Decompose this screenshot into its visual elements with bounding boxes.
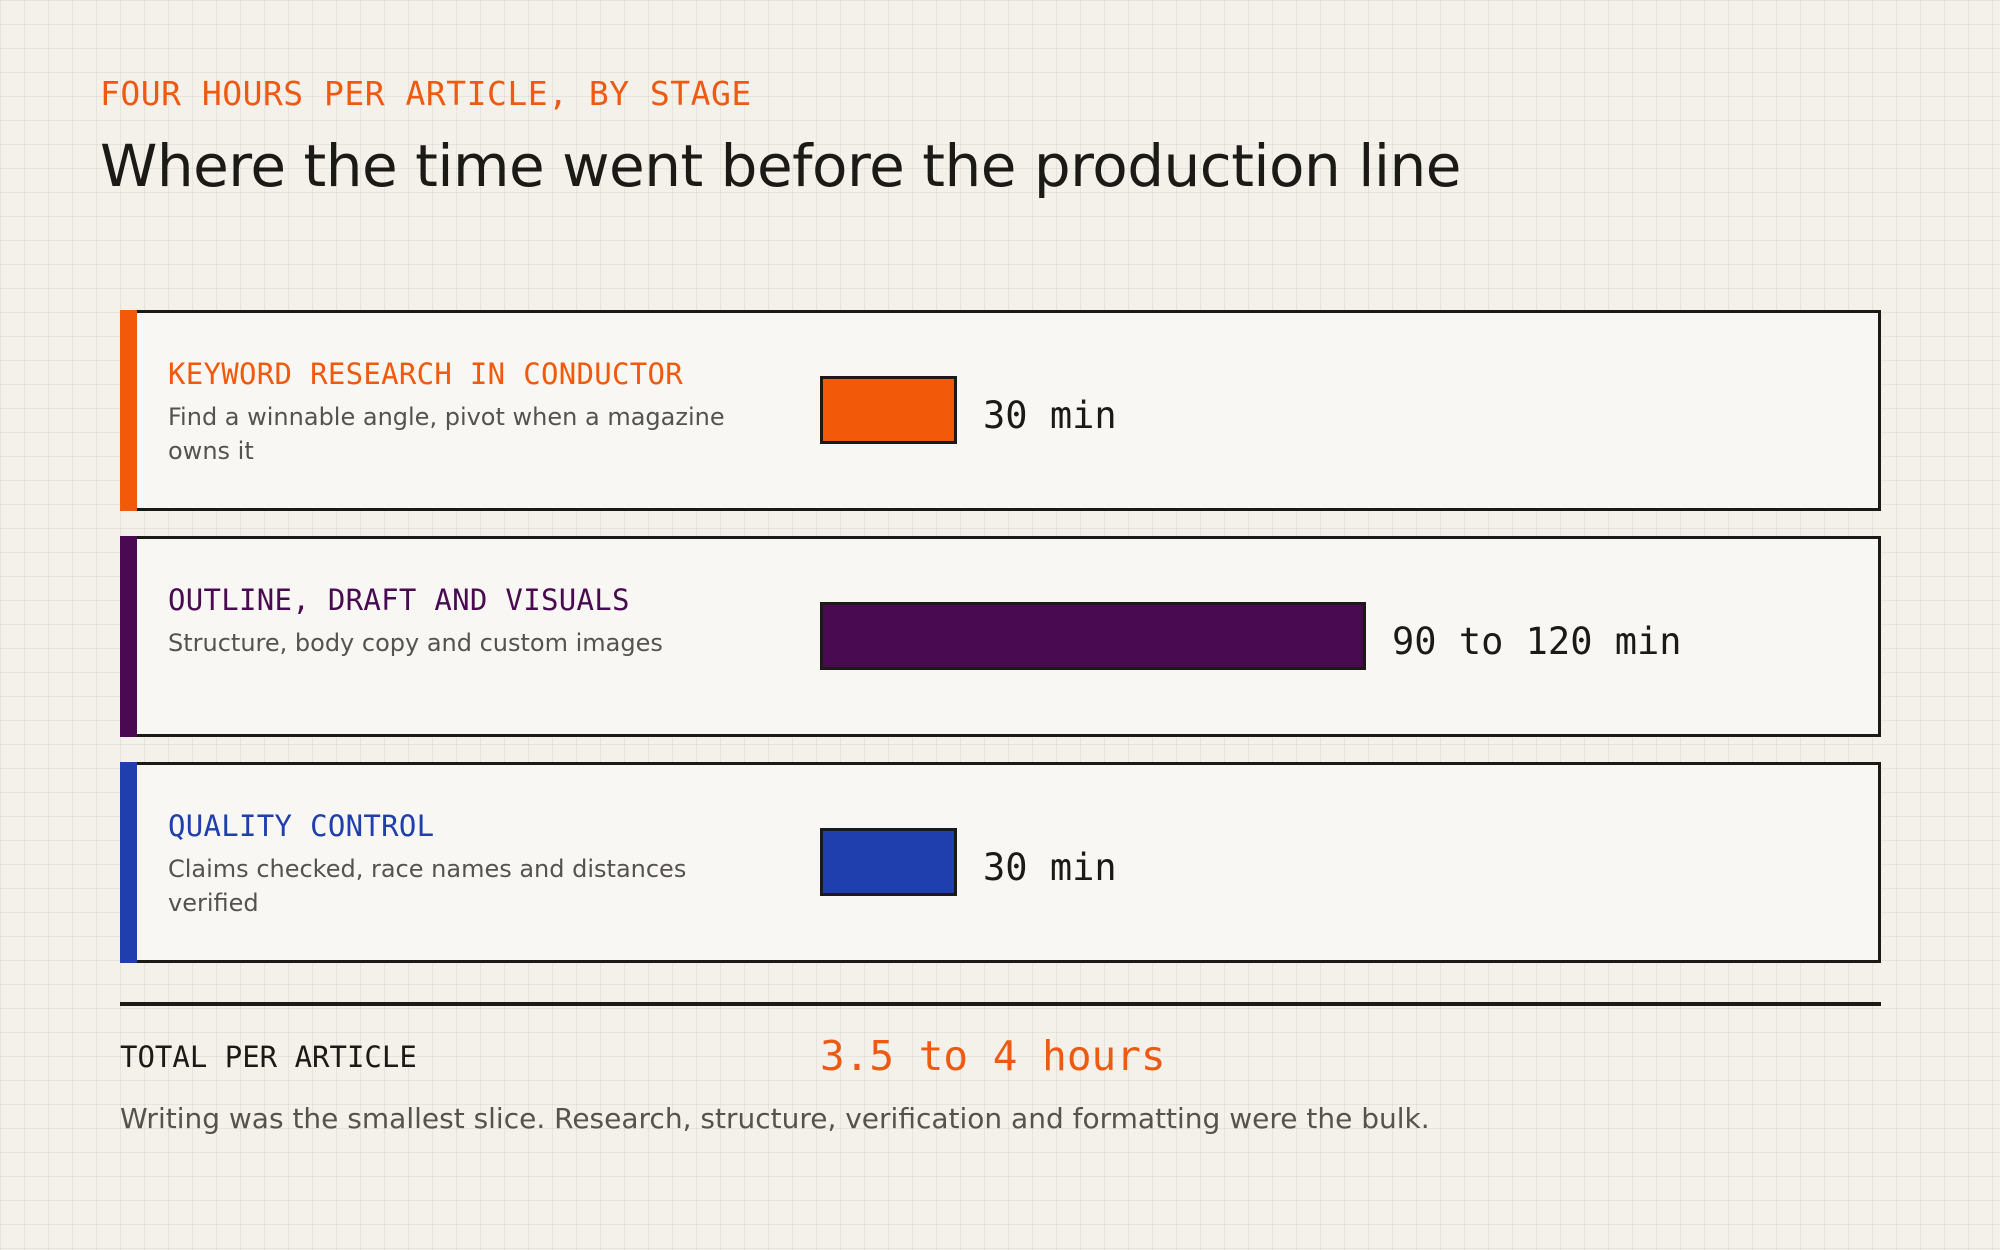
stage-bar: [820, 602, 1366, 670]
stage-bar: [820, 828, 957, 896]
stage-card-research: KEYWORD RESEARCH IN CONDUCTOR Find a win…: [120, 310, 1881, 511]
stage-description: Find a winnable angle, pivot when a maga…: [168, 403, 725, 465]
total-label: TOTAL PER ARTICLE: [120, 1040, 417, 1074]
stage-description: Structure, body copy and custom images: [168, 629, 663, 657]
stage-card-drafting: OUTLINE, DRAFT AND VISUALS Structure, bo…: [120, 536, 1881, 737]
chart-title: Where the time went before the productio…: [100, 132, 1461, 200]
stage-value-label: 90 to 120 min: [1392, 620, 1682, 663]
footnote: Writing was the smallest slice. Research…: [120, 1102, 1430, 1135]
chart-eyebrow: FOUR HOURS PER ARTICLE, BY STAGE: [100, 74, 752, 113]
total-value: 3.5 to 4 hours: [820, 1032, 1166, 1080]
stage-value-label: 30 min: [983, 846, 1117, 889]
stage-card-quality-control: QUALITY CONTROL Claims checked, race nam…: [120, 762, 1881, 963]
stage-value-label: 30 min: [983, 394, 1117, 437]
stage-name: QUALITY CONTROL: [168, 809, 435, 843]
stage-name: KEYWORD RESEARCH IN CONDUCTOR: [168, 357, 684, 391]
stage-accent-stripe: [120, 536, 137, 737]
stage-accent-stripe: [120, 762, 137, 963]
stage-bar: [820, 376, 957, 444]
stage-accent-stripe: [120, 310, 137, 511]
stage-description: Claims checked, race names and distances…: [168, 855, 687, 917]
total-divider: [120, 1002, 1881, 1006]
stage-name: OUTLINE, DRAFT AND VISUALS: [168, 583, 630, 617]
